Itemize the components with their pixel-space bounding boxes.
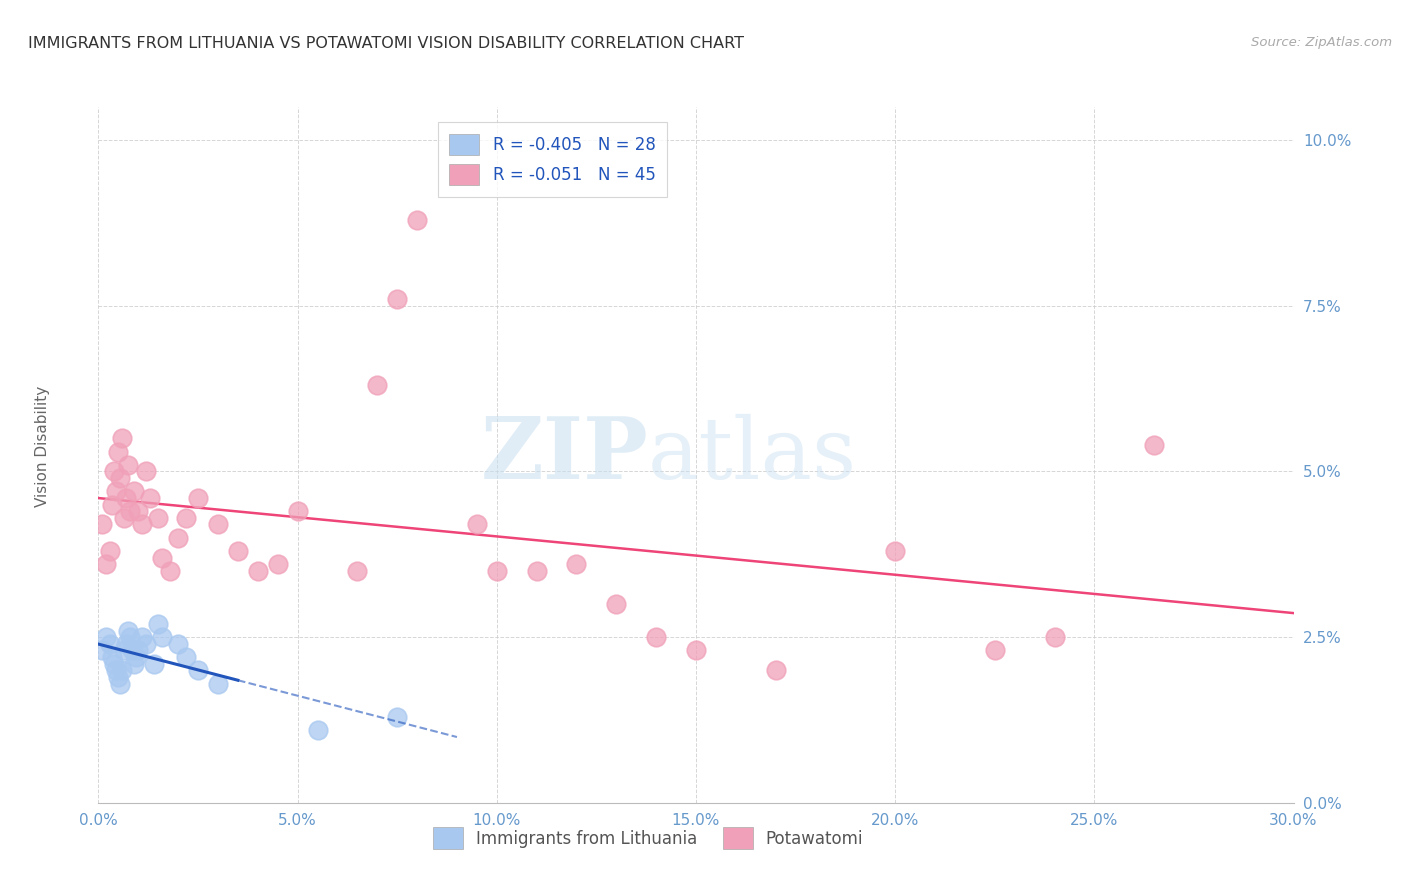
Point xyxy=(139,491,162,505)
Point xyxy=(385,709,409,723)
Point xyxy=(103,657,125,671)
Point xyxy=(526,564,548,578)
Point xyxy=(110,676,132,690)
Point xyxy=(125,650,148,665)
Point xyxy=(1043,630,1066,644)
Text: Vision Disability: Vision Disability xyxy=(35,385,49,507)
Point xyxy=(112,643,135,657)
Point xyxy=(107,444,129,458)
Point xyxy=(187,491,209,505)
Point xyxy=(115,637,138,651)
Point xyxy=(645,630,668,644)
Point xyxy=(110,471,132,485)
Point xyxy=(127,643,149,657)
Point xyxy=(107,670,129,684)
Point xyxy=(135,465,157,479)
Point xyxy=(120,630,142,644)
Point xyxy=(884,544,907,558)
Point xyxy=(148,511,170,525)
Point xyxy=(465,517,488,532)
Point xyxy=(103,465,125,479)
Point xyxy=(366,378,388,392)
Point xyxy=(167,637,190,651)
Point xyxy=(167,531,190,545)
Point xyxy=(287,504,309,518)
Point xyxy=(385,292,409,306)
Point xyxy=(121,643,143,657)
Point xyxy=(117,624,139,638)
Point xyxy=(685,643,707,657)
Point xyxy=(605,597,627,611)
Point xyxy=(101,650,124,665)
Text: ZIP: ZIP xyxy=(481,413,648,497)
Text: Source: ZipAtlas.com: Source: ZipAtlas.com xyxy=(1251,36,1392,49)
Point xyxy=(765,663,787,677)
Point xyxy=(346,564,368,578)
Point xyxy=(124,657,146,671)
Point xyxy=(105,663,128,677)
Point xyxy=(207,676,229,690)
Point xyxy=(187,663,209,677)
Point xyxy=(148,616,170,631)
Point xyxy=(117,458,139,472)
Point xyxy=(406,212,429,227)
Point xyxy=(150,550,173,565)
Point xyxy=(101,498,124,512)
Point xyxy=(105,484,128,499)
Point xyxy=(174,511,197,525)
Point xyxy=(120,504,142,518)
Point xyxy=(135,637,157,651)
Point xyxy=(174,650,197,665)
Point xyxy=(565,558,588,572)
Point xyxy=(207,517,229,532)
Point xyxy=(267,558,290,572)
Point xyxy=(111,431,134,445)
Point xyxy=(131,630,153,644)
Point xyxy=(91,517,114,532)
Point xyxy=(96,558,118,572)
Point xyxy=(127,504,149,518)
Point xyxy=(226,544,249,558)
Point xyxy=(150,630,173,644)
Point xyxy=(307,723,329,737)
Point xyxy=(91,643,114,657)
Point xyxy=(124,484,146,499)
Point xyxy=(115,491,138,505)
Legend: Immigrants from Lithuania, Potawatomi: Immigrants from Lithuania, Potawatomi xyxy=(425,819,872,857)
Point xyxy=(98,637,122,651)
Text: atlas: atlas xyxy=(648,413,858,497)
Point xyxy=(98,544,122,558)
Point xyxy=(112,511,135,525)
Point xyxy=(96,630,118,644)
Point xyxy=(1143,438,1166,452)
Point xyxy=(143,657,166,671)
Point xyxy=(159,564,181,578)
Point xyxy=(246,564,269,578)
Point xyxy=(984,643,1007,657)
Text: IMMIGRANTS FROM LITHUANIA VS POTAWATOMI VISION DISABILITY CORRELATION CHART: IMMIGRANTS FROM LITHUANIA VS POTAWATOMI … xyxy=(28,36,744,51)
Point xyxy=(131,517,153,532)
Point xyxy=(485,564,508,578)
Point xyxy=(111,663,134,677)
